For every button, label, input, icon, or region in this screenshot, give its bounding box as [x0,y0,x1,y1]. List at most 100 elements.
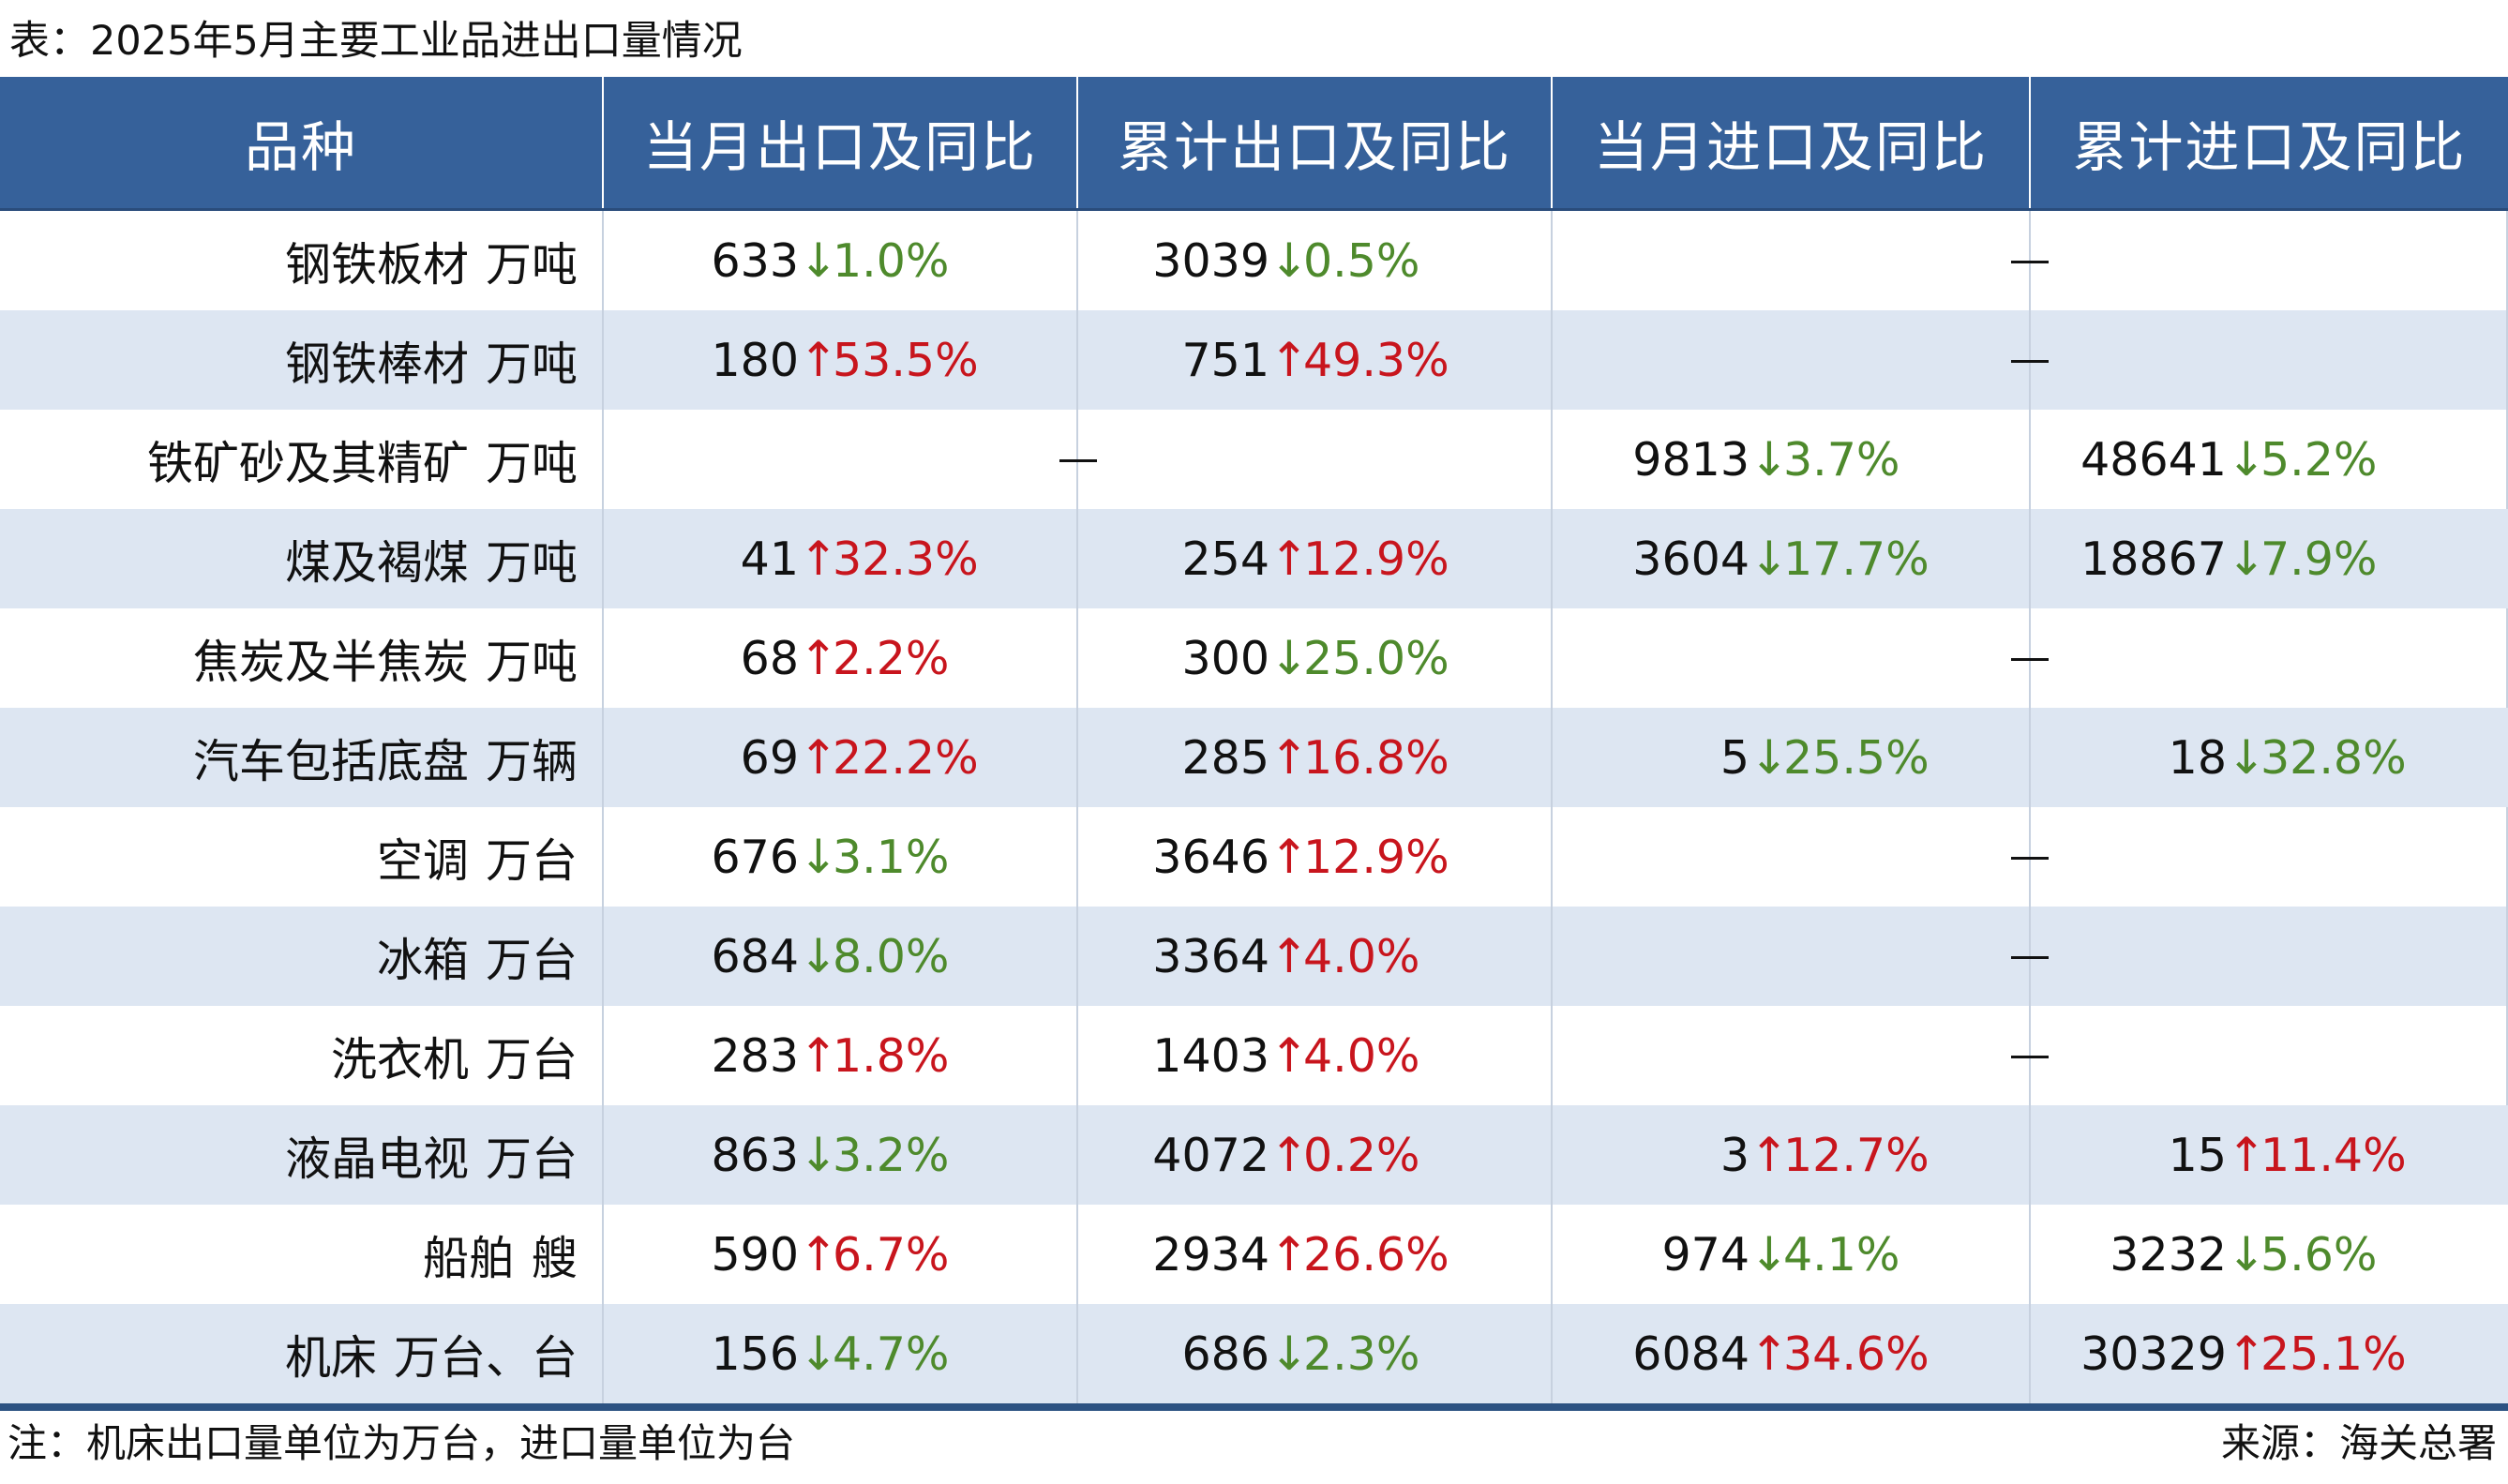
yoy-percent: 0.2% [1303,1128,1420,1182]
arrow-down-icon: ↓ [1750,1227,1789,1282]
bottom-rule [0,1403,2508,1411]
table-row: 汽车包括底盘 万辆 69 ↑ 22.2% 285 ↑ 16.8% 5 ↓ 25.5% 18 ↓ 32.8% [0,708,2508,807]
variety-name: 钢铁板材 [284,237,469,292]
value-number: 285 [1181,730,1269,785]
cumulative-export-cell: 686 ↓ 2.3% [1078,1304,1553,1403]
variety-unit: 万辆 [485,734,578,788]
header-monthly-import: 当月进口及同比 [1553,77,2031,208]
variety-unit: 万吨 [485,635,578,689]
yoy-percent: 0.5% [1303,233,1420,288]
table-row: 冰箱 万台 684 ↓ 8.0% 3364 ↑ 4.0% [0,907,2508,1006]
table-row: 煤及褐煤 万吨 41 ↑ 32.3% 254 ↑ 12.9% 3604 ↓ 17.7% 18867 ↓ 7… [0,509,2508,608]
value-number: 590 [711,1227,799,1282]
table-row: 机床 万台、台 156 ↓ 4.7% 686 ↓ 2.3% 6084 ↑ 34.6% 30329 ↑ 25… [0,1304,2508,1403]
table-row: 铁矿砂及其精矿 万吨 9813 ↓ 3.7% 48641 ↓ 5.2% [0,410,2508,509]
table-row: 洗衣机 万台 283 ↑ 1.8% 1403 ↑ 4.0% [0,1006,2508,1105]
yoy-percent: 49.3% [1303,333,1449,387]
arrow-up-icon: ↑ [1750,1327,1789,1381]
trade-table: 品种 当月出口及同比 累计出口及同比 当月进口及同比 累计进口及同比 钢铁板材万… [0,77,2508,1403]
monthly-export-cell: 676 ↓ 3.1% [604,807,1078,907]
value-number: 686 [1181,1327,1269,1381]
arrow-down-icon: ↓ [799,830,838,884]
variety-name: 煤及褐煤 [284,535,469,590]
variety-name: 铁矿砂及其精矿 [146,436,469,490]
value-number: 69 [740,730,799,785]
arrow-up-icon: ↑ [1269,730,1309,785]
variety-cell: 钢铁板材 万吨 [0,211,604,310]
monthly-export-cell: 590 ↑ 6.7% [604,1205,1078,1304]
monthly-import-cell: 974 ↓ 4.1% [1553,1205,2031,1304]
variety-unit: 万吨 [485,337,578,391]
table-row: 船舶艘 590 ↑ 6.7% 2934 ↑ 26.6% 974 ↓ 4.1% 3232 ↓ 5.6% [0,1205,2508,1304]
yoy-percent: 17.7% [1783,532,1930,586]
cumulative-import-cell: 18 ↓ 32.8% [2031,708,2508,807]
arrow-down-icon: ↓ [1750,730,1789,785]
monthly-import-cell: 3604 ↓ 17.7% [1553,509,2031,608]
cumulative-import-cell [2031,310,2508,410]
table-title: 表：2025年5月主要工业品进出口量情况 [9,18,743,65]
value-number: 48641 [2080,432,2227,487]
variety-cell: 煤及褐煤 万吨 [0,509,604,608]
monthly-export-cell: 283 ↑ 1.8% [604,1006,1078,1105]
variety-cell: 焦炭及半焦炭 万吨 [0,608,604,708]
monthly-import-cell [1553,211,2031,310]
arrow-up-icon: ↑ [1269,1227,1309,1282]
variety-cell: 钢铁棒材 万吨 [0,310,604,410]
cumulative-export-cell: 2934 ↑ 26.6% [1078,1205,1553,1304]
variety-name: 汽车包括底盘 [192,734,469,788]
not-applicable-dash [1059,459,1097,462]
monthly-import-cell: 5 ↓ 25.5% [1553,708,2031,807]
value-number: 6084 [1632,1327,1750,1381]
cumulative-import-cell [2031,1006,2508,1105]
cumulative-export-cell: 300 ↓ 25.0% [1078,608,1553,708]
yoy-percent: 11.4% [2260,1128,2407,1182]
cumulative-import-cell: 3232 ↓ 5.6% [2031,1205,2508,1304]
yoy-percent: 4.0% [1303,1028,1420,1083]
cumulative-import-cell [2031,211,2508,310]
value-number: 30329 [2080,1327,2227,1381]
yoy-percent: 8.0% [833,929,950,983]
yoy-percent: 3.2% [833,1128,950,1182]
arrow-up-icon: ↑ [799,532,838,586]
value-number: 2934 [1152,1227,1269,1282]
monthly-export-cell: 180 ↑ 53.5% [604,310,1078,410]
not-applicable-dash [2011,857,2049,860]
value-number: 3039 [1152,233,1269,288]
cumulative-import-cell [2031,807,2508,907]
variety-cell: 船舶艘 [0,1205,604,1304]
value-number: 3 [1720,1128,1750,1182]
yoy-percent: 16.8% [1303,730,1449,785]
cumulative-export-cell: 751 ↑ 49.3% [1078,310,1553,410]
header-variety: 品种 [0,77,604,208]
arrow-up-icon: ↑ [1750,1128,1789,1182]
cumulative-export-cell: 3364 ↑ 4.0% [1078,907,1553,1006]
cumulative-import-cell: 15 ↑ 11.4% [2031,1105,2508,1205]
value-number: 5 [1720,730,1750,785]
table-row: 焦炭及半焦炭 万吨 68 ↑ 2.2% 300 ↓ 25.0% [0,608,2508,708]
yoy-percent: 5.2% [2260,432,2378,487]
value-number: 974 [1661,1227,1750,1282]
variety-unit: 艘 [531,1231,578,1285]
arrow-up-icon: ↑ [1269,1028,1309,1083]
yoy-percent: 32.3% [833,532,979,586]
variety-cell: 冰箱 万台 [0,907,604,1006]
variety-unit: 万台 [485,833,578,888]
monthly-import-cell: 3 ↑ 12.7% [1553,1105,2031,1205]
arrow-up-icon: ↑ [799,1028,838,1083]
value-number: 41 [740,532,799,586]
value-number: 15 [2168,1128,2227,1182]
cumulative-import-cell: 18867 ↓ 7.9% [2031,509,2508,608]
yoy-percent: 3.1% [833,830,950,884]
variety-name: 冰箱 [376,933,469,987]
value-number: 676 [711,830,799,884]
variety-unit: 万台 [485,1032,578,1087]
arrow-down-icon: ↓ [1750,532,1789,586]
value-number: 68 [740,631,799,685]
header-monthly-export: 当月出口及同比 [604,77,1078,208]
yoy-percent: 12.9% [1303,830,1449,884]
not-applicable-dash [2011,1056,2049,1058]
not-applicable-dash [2011,261,2049,263]
monthly-import-cell: 6084 ↑ 34.6% [1553,1304,2031,1403]
value-number: 751 [1181,333,1269,387]
value-number: 3232 [2110,1227,2227,1282]
